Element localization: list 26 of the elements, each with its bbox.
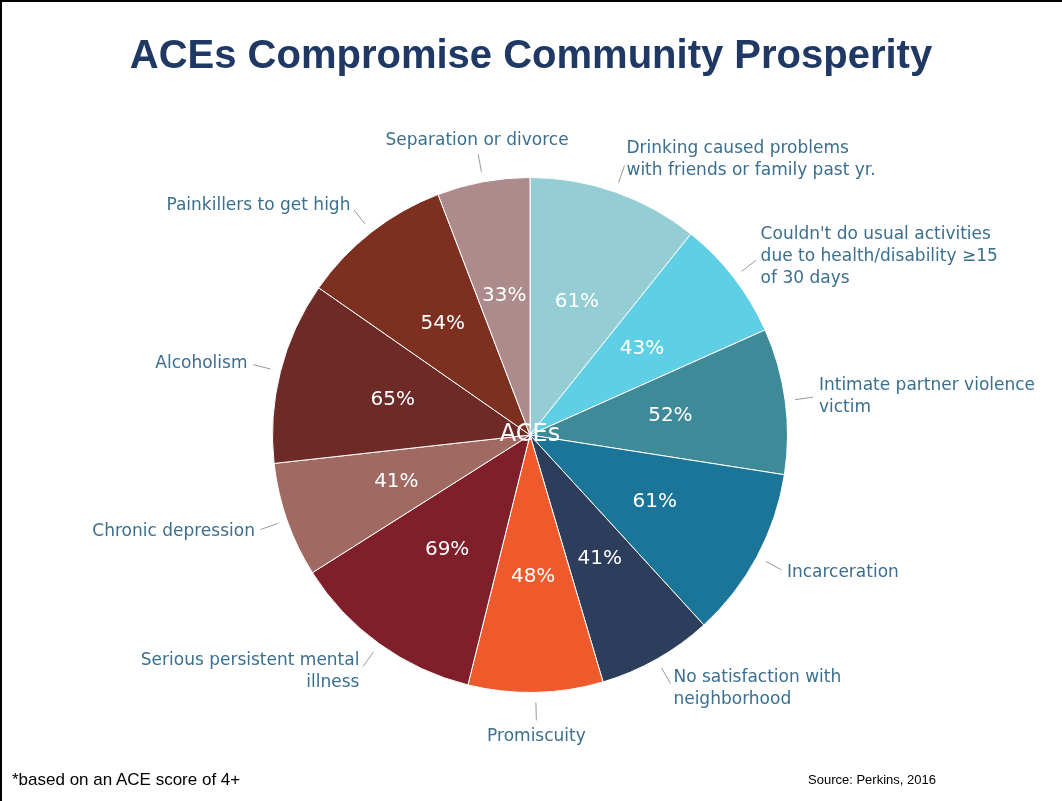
source-note: Source: Perkins, 2016 — [808, 772, 936, 787]
data-label: 52% — [648, 402, 693, 427]
slice-label: Painkillers to get high — [166, 193, 351, 214]
data-label: 54% — [420, 309, 465, 334]
slice-label: Incarceration — [786, 561, 899, 582]
data-label: 43% — [619, 334, 665, 359]
data-label: 41% — [577, 544, 622, 569]
slice-label: No satisfaction with neighborhood — [673, 666, 842, 709]
chart-title: ACEs Compromise Community Prosperity — [128, 32, 934, 77]
slice-label: Intimate partner violence victim — [818, 373, 1036, 416]
text: *based on an ACE score of 4+ — [12, 770, 241, 790]
slice-label: Couldn't do usual activities due to health/disability ≥15 of 30 days — [760, 223, 998, 288]
text: ACEs — [499, 419, 561, 448]
data-label: 41% — [374, 468, 419, 493]
slice-label: Promiscuity — [487, 724, 586, 745]
data-label: 48% — [510, 562, 556, 587]
data-label: 33% — [482, 281, 527, 306]
data-label: 65% — [370, 386, 415, 411]
slice-label: Chronic depression — [92, 519, 255, 540]
data-label: 69% — [424, 536, 470, 561]
slice-label: Serious persistent mental illness — [140, 648, 360, 691]
slice-label: Drinking caused problems with friends or family past yr. — [626, 137, 876, 180]
data-label: 61% — [632, 488, 678, 513]
data-label: 61% — [554, 287, 600, 312]
slice-label: Alcoholism — [155, 351, 248, 372]
slice-label: Separation or divorce — [385, 128, 569, 149]
